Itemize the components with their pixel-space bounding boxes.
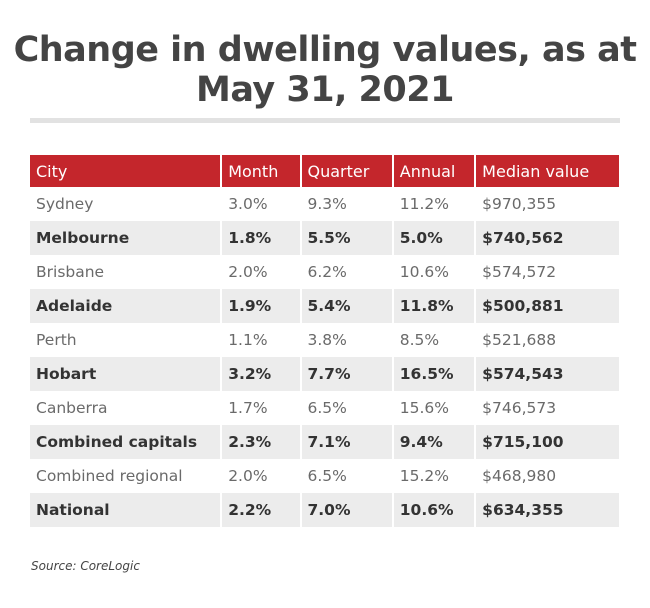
table-cell: 2.3% bbox=[220, 425, 300, 459]
table-cell: Adelaide bbox=[30, 289, 221, 323]
table-cell: $715,100 bbox=[474, 425, 619, 459]
table-cell: 1.7% bbox=[220, 391, 299, 425]
table-cell: 2.0% bbox=[220, 459, 299, 493]
table-cell: $574,572 bbox=[474, 255, 619, 289]
table-cell: $468,980 bbox=[474, 459, 619, 493]
table-cell: 16.5% bbox=[391, 357, 475, 391]
table-cell: 6.5% bbox=[299, 459, 392, 493]
table-header-row: City Month Quarter Annual Median value bbox=[30, 155, 619, 187]
table-cell: 3.8% bbox=[299, 323, 392, 357]
table-cell: 11.8% bbox=[391, 289, 475, 323]
table-cell: Sydney bbox=[36, 195, 94, 213]
table-cell: 9.4% bbox=[391, 425, 475, 459]
table-cell: 1.8% bbox=[220, 221, 300, 255]
column-header: Median value bbox=[474, 155, 619, 187]
table-row: Melbourne 1.8% 5.5% 5.0% $740,562 bbox=[30, 221, 619, 255]
table-cell: 10.6% bbox=[391, 493, 475, 527]
table-cell: 5.5% bbox=[299, 221, 392, 255]
table-cell: 5.4% bbox=[299, 289, 392, 323]
table-cell: $746,573 bbox=[474, 391, 619, 425]
column-header: Month bbox=[220, 155, 300, 187]
source-note: Source: CoreLogic bbox=[31, 559, 140, 573]
table-cell: 1.1% bbox=[220, 323, 299, 357]
table-cell: 5.0% bbox=[391, 221, 475, 255]
table-cell: 2.2% bbox=[220, 493, 300, 527]
table-cell: Brisbane bbox=[36, 263, 105, 281]
column-header: Quarter bbox=[299, 155, 392, 187]
table-cell: $500,881 bbox=[474, 289, 619, 323]
table-cell: 7.0% bbox=[299, 493, 392, 527]
table-row: Combined capitals 2.3% 7.1% 9.4% $715,100 bbox=[30, 425, 619, 459]
table-cell: 3.0% bbox=[220, 187, 299, 221]
table-cell: $574,543 bbox=[474, 357, 619, 391]
table-cell: Hobart bbox=[30, 357, 221, 391]
table-cell: 15.2% bbox=[391, 459, 474, 493]
table-cell: Perth bbox=[36, 331, 77, 349]
table-cell: 6.2% bbox=[299, 255, 392, 289]
table-row: Canberra 1.7% 6.5% 15.6% $746,573 bbox=[30, 391, 619, 425]
table-cell: 3.2% bbox=[220, 357, 300, 391]
table-row: Brisbane 2.0% 6.2% 10.6% $574,572 bbox=[30, 255, 619, 289]
table-cell: National bbox=[30, 493, 221, 527]
table-cell: $740,562 bbox=[474, 221, 619, 255]
table-cell: 7.1% bbox=[299, 425, 392, 459]
table-cell: Combined capitals bbox=[30, 425, 221, 459]
table-cell: $521,688 bbox=[474, 323, 619, 357]
table-cell: 8.5% bbox=[391, 323, 474, 357]
table-row: Adelaide 1.9% 5.4% 11.8% $500,881 bbox=[30, 289, 619, 323]
table-cell: $634,355 bbox=[474, 493, 619, 527]
table-row: National 2.2% 7.0% 10.6% $634,355 bbox=[30, 493, 619, 527]
table-cell: 15.6% bbox=[391, 391, 474, 425]
dwelling-values-table: City Month Quarter Annual Median value Sydne… bbox=[30, 155, 619, 527]
table-cell: 2.0% bbox=[220, 255, 299, 289]
table-cell: $970,355 bbox=[474, 187, 619, 221]
table-row: Perth 1.1% 3.8% 8.5% $521,688 bbox=[30, 323, 619, 357]
table-cell: 1.9% bbox=[220, 289, 300, 323]
table-cell: 11.2% bbox=[391, 187, 474, 221]
table-cell: 7.7% bbox=[299, 357, 392, 391]
title-divider bbox=[30, 118, 620, 123]
table-row: Sydney 3.0% 9.3% 11.2% $970,355 bbox=[30, 187, 619, 221]
table-cell: 9.3% bbox=[299, 187, 392, 221]
table-cell: 6.5% bbox=[299, 391, 392, 425]
table-cell: Combined regional bbox=[36, 467, 183, 485]
table-cell: Canberra bbox=[36, 399, 108, 417]
column-header: Annual bbox=[391, 155, 475, 187]
page-title: Change in dwelling values, as at May 31,… bbox=[13, 30, 637, 110]
table-cell: 10.6% bbox=[391, 255, 474, 289]
table-row: Hobart 3.2% 7.7% 16.5% $574,543 bbox=[30, 357, 619, 391]
table-row: Combined regional 2.0% 6.5% 15.2% $468,980 bbox=[30, 459, 619, 493]
table-cell: Melbourne bbox=[30, 221, 221, 255]
column-header: City bbox=[30, 155, 221, 187]
